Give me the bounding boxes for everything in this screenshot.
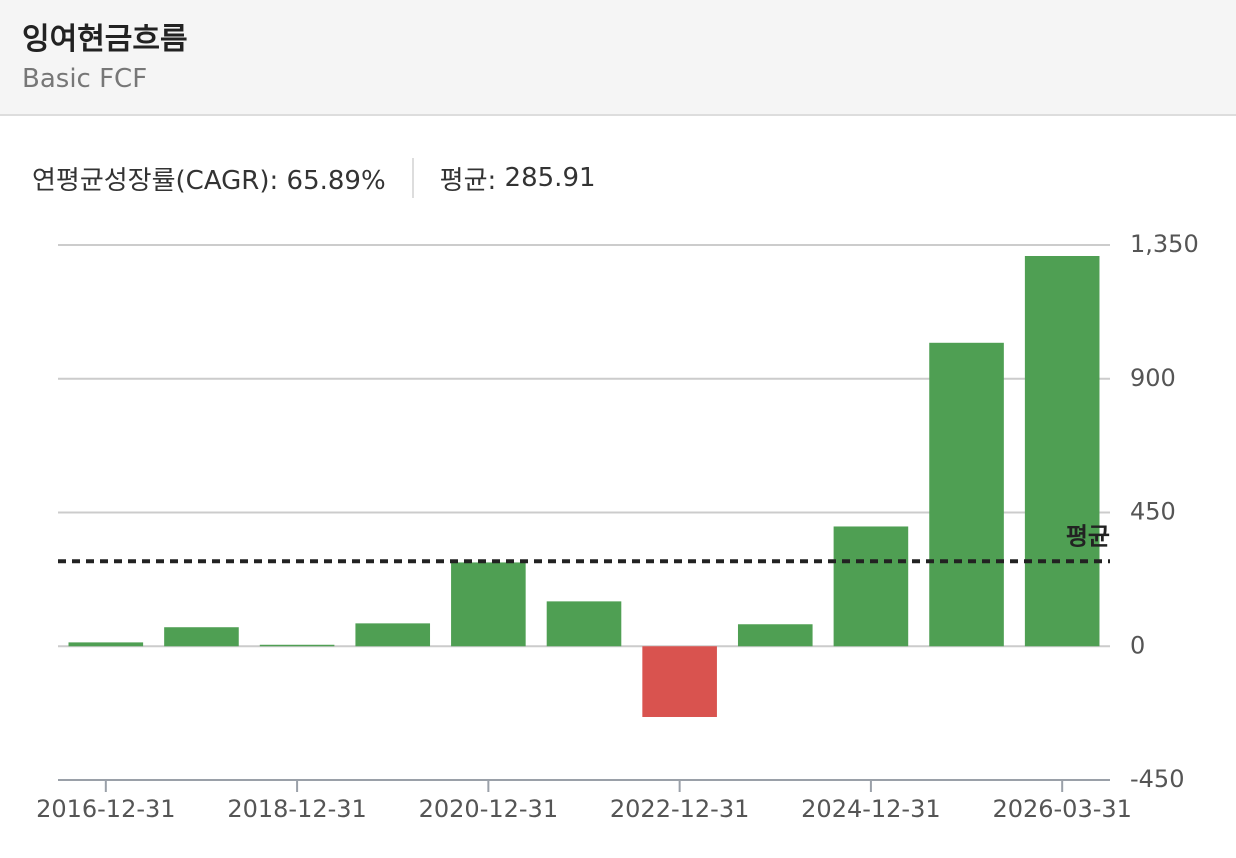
bar <box>164 627 239 647</box>
header: 잉여현금흐름 Basic FCF <box>0 0 1236 116</box>
bar <box>259 644 335 647</box>
average-line-label: 평균 <box>1066 522 1110 550</box>
bar <box>642 646 717 717</box>
separator <box>411 158 414 198</box>
bar <box>1024 255 1100 647</box>
chart-subtitle: Basic FCF <box>22 64 148 94</box>
bar <box>68 642 144 647</box>
y-tick-label: 1,350 <box>1130 230 1199 258</box>
bar <box>833 526 909 647</box>
y-tick-label: 0 <box>1130 631 1145 659</box>
bar <box>546 601 622 647</box>
y-tick-label: 900 <box>1130 364 1176 392</box>
x-tick-label: 2018-12-31 <box>227 795 366 823</box>
average-label: 평균: <box>439 165 497 196</box>
bar <box>737 624 813 647</box>
chart-title: 잉여현금흐름 <box>22 22 188 57</box>
x-tick-label: 2024-12-31 <box>801 795 940 823</box>
y-tick-label: 450 <box>1130 498 1176 526</box>
average-value: 285.91 <box>504 163 596 193</box>
stats: 연평균성장률(CAGR): 65.89% 평균: 285.91 <box>32 158 596 198</box>
x-tick-label: 2016-12-31 <box>36 795 175 823</box>
x-tick-label: 2020-12-31 <box>419 795 558 823</box>
bar <box>355 623 431 647</box>
y-tick-label: -450 <box>1130 765 1184 793</box>
bar <box>929 342 1004 647</box>
x-tick-label: 2026-03-31 <box>992 795 1131 823</box>
bar <box>451 562 526 647</box>
cagr: 연평균성장률(CAGR): 65.89% <box>32 165 386 196</box>
x-tick-label: 2022-12-31 <box>610 795 749 823</box>
